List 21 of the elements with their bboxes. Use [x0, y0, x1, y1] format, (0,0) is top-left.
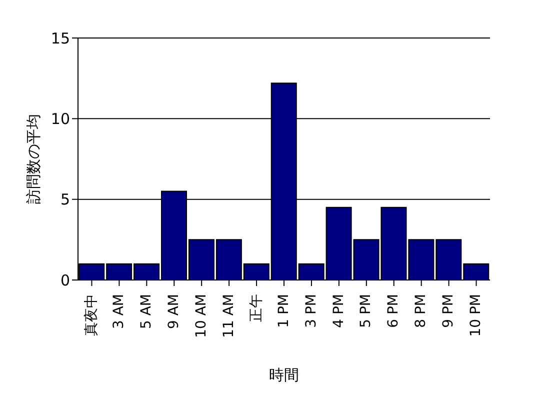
- x-tick-label: 3 PM: [303, 294, 320, 328]
- x-tick-label: 4 PM: [330, 294, 347, 328]
- x-tick-label: 真夜中: [84, 294, 100, 336]
- x-tick-label: 5 AM: [138, 294, 154, 330]
- x-tick-label: 正午: [248, 294, 264, 322]
- x-tick-label: 3 AM: [111, 294, 128, 330]
- x-tick-label: 9 PM: [440, 294, 457, 328]
- x-tick-label: 5 PM: [358, 294, 374, 328]
- x-tick-label: 10 PM: [468, 294, 484, 337]
- y-tick-label: 10: [50, 110, 70, 128]
- x-axis-title: 時間: [269, 366, 299, 384]
- x-tick-label: 9 AM: [166, 294, 182, 330]
- x-tick-label: 8 PM: [413, 294, 430, 328]
- y-tick-label: 5: [60, 190, 70, 209]
- x-tick-label: 11 AM: [220, 294, 237, 338]
- x-tick-label: 1 PM: [276, 294, 292, 328]
- y-axis-title: 訪問数の平均: [24, 114, 42, 204]
- y-tick-label: 0: [60, 271, 70, 290]
- x-tick-label: 10 AM: [193, 294, 210, 338]
- x-tick-label: 6 PM: [386, 294, 402, 328]
- y-tick-label: 15: [50, 29, 70, 48]
